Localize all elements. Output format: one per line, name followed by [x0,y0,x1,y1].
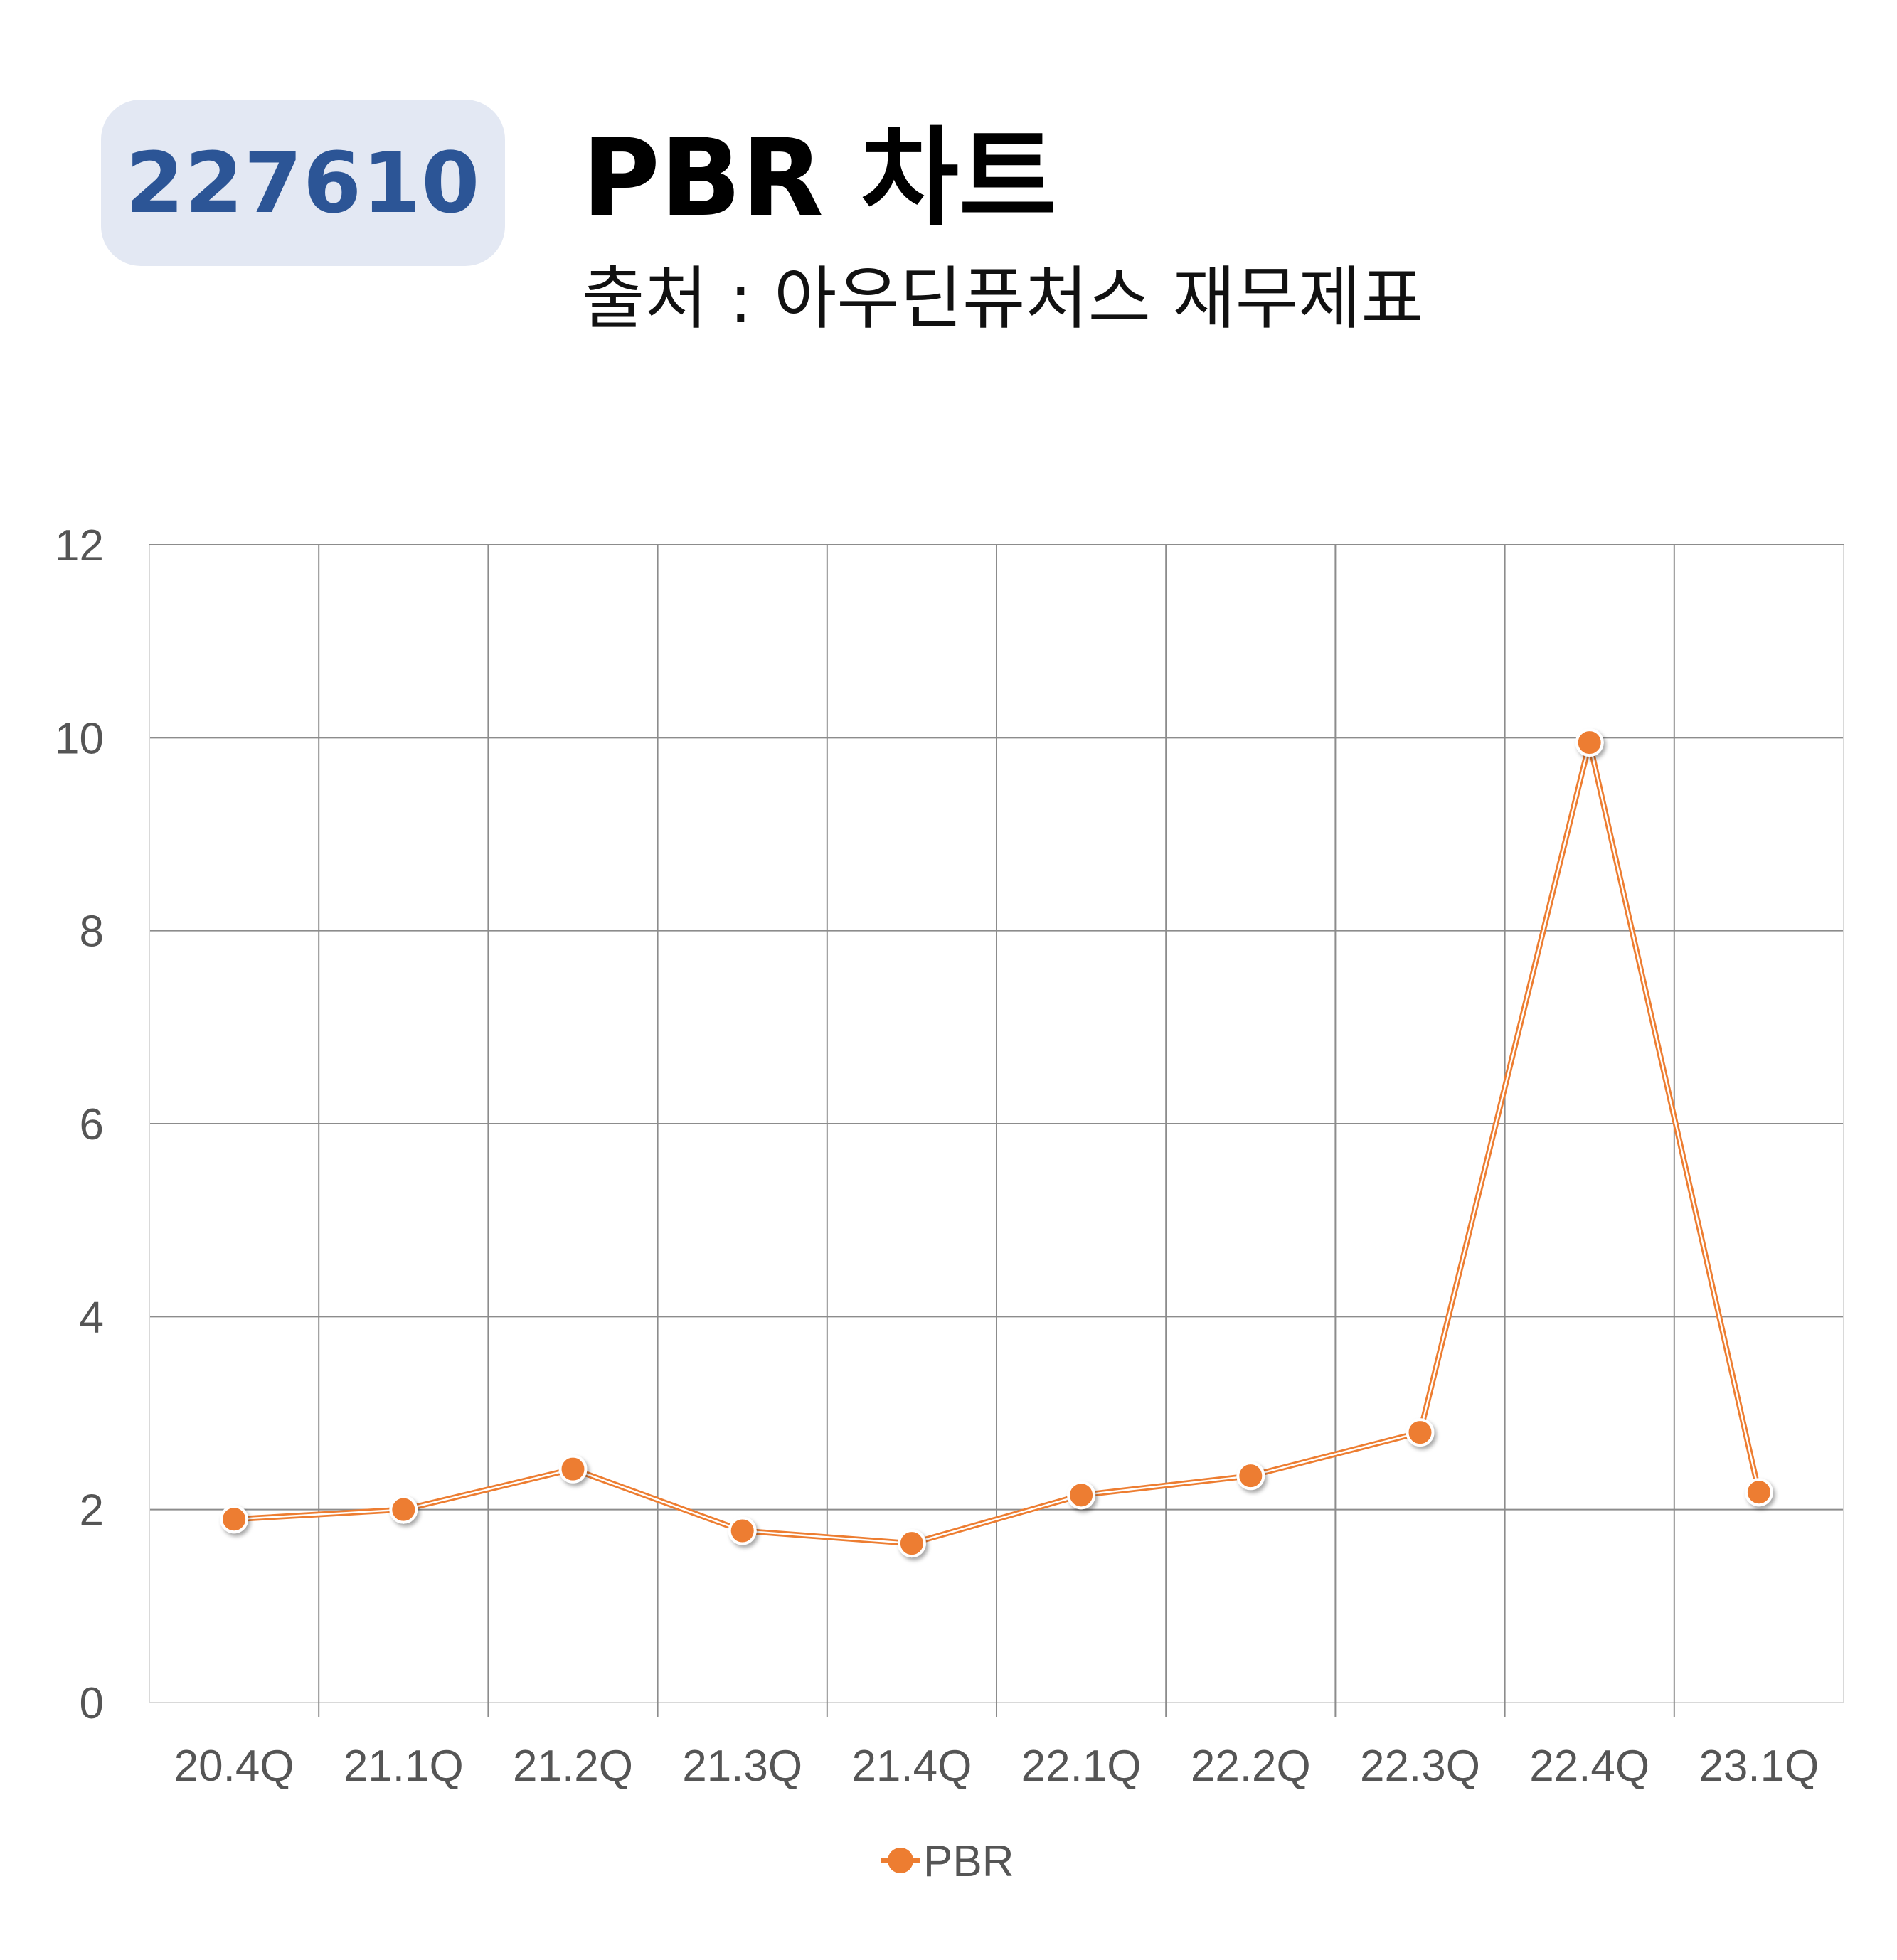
data-point [389,1495,418,1524]
data-point [558,1454,588,1484]
legend-label: PBR [923,1837,1014,1886]
legend: PBR [881,1837,1014,1886]
grid [149,544,1844,1717]
y-tick-label: 2 [80,1486,104,1535]
stock-code-badge: 227610 [101,100,505,266]
stock-code: 227610 [125,134,481,232]
x-tick-label: 22.2Q [1191,1742,1311,1791]
chart-subtitle: 출처 : 아우딘퓨처스 재무제표 [582,259,1424,339]
legend-marker [888,1848,913,1873]
x-tick-label: 22.4Q [1529,1742,1649,1791]
x-tick-label: 22.3Q [1360,1742,1480,1791]
series-line-highlight [233,741,1760,1545]
series-pbr [220,728,1773,1558]
data-point [1406,1418,1435,1447]
y-axis-ticks: 0 2 4 6 8 10 12 [55,521,104,1728]
data-point [1575,728,1604,757]
data-point [897,1529,926,1558]
y-tick-label: 0 [80,1679,104,1728]
x-tick-label: 21.2Q [513,1742,633,1791]
data-point [1744,1478,1773,1507]
x-tick-label: 21.4Q [851,1742,972,1791]
x-axis-ticks: 20.4Q 21.1Q 21.2Q 21.3Q 21.4Q 22.1Q 22.2Q 22.3Q… [174,1742,1819,1791]
data-point [1236,1461,1265,1491]
x-tick-label: 21.3Q [682,1742,802,1791]
y-tick-label: 6 [80,1100,104,1149]
y-tick-label: 4 [80,1293,104,1342]
data-point [1067,1481,1096,1510]
y-tick-label: 8 [80,907,104,957]
data-point [220,1505,249,1534]
chart-title: PBR 차트 [582,117,1057,240]
y-tick-label: 10 [55,714,104,763]
x-tick-label: 20.4Q [174,1742,294,1791]
data-point [728,1516,757,1545]
x-tick-label: 21.1Q [344,1742,464,1791]
y-tick-label: 12 [55,521,104,570]
x-tick-label: 22.1Q [1021,1742,1142,1791]
x-tick-label: 23.1Q [1699,1742,1819,1791]
